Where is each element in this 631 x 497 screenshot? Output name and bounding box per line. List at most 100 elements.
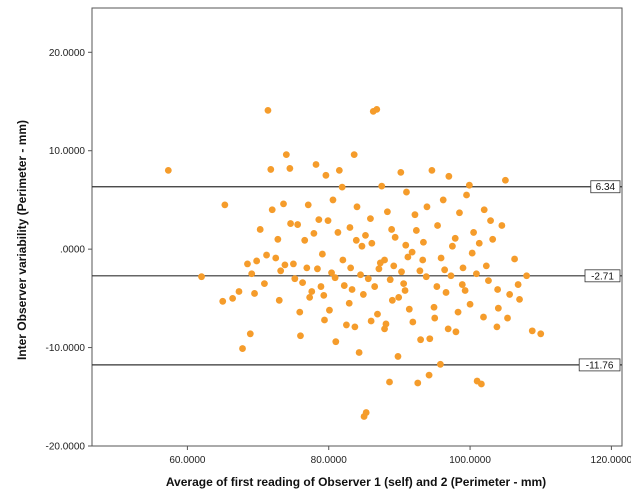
data-point [437, 254, 445, 262]
data-point [431, 314, 439, 322]
data-point [493, 323, 501, 331]
reference-line-label-box [584, 269, 621, 283]
data-point [251, 290, 258, 297]
data-point [281, 261, 289, 269]
data-point [458, 281, 466, 288]
data-point [461, 287, 469, 294]
y-axis-title: Inter Observer variability (Perimeter - … [15, 120, 29, 360]
data-point [441, 266, 449, 274]
data-point [367, 317, 375, 325]
data-point [388, 226, 396, 233]
data-point [376, 259, 384, 267]
data-point [350, 151, 358, 159]
data-point [359, 291, 367, 298]
data-point [489, 235, 497, 243]
data-point [433, 283, 441, 290]
data-point [414, 379, 422, 387]
data-point [287, 220, 294, 227]
data-point [235, 288, 243, 295]
data-point [317, 283, 325, 290]
x-tick-label: 120.0000 [591, 455, 631, 466]
data-point [388, 296, 396, 304]
data-point [355, 349, 363, 356]
data-point [268, 206, 276, 214]
data-point [351, 323, 359, 331]
data-point [375, 265, 383, 273]
data-point [315, 216, 323, 224]
data-point [348, 286, 356, 293]
data-point [310, 229, 318, 237]
data-point [473, 270, 480, 278]
data-point [301, 236, 309, 244]
data-point [248, 270, 256, 278]
reference-line-label-box [578, 358, 621, 372]
data-point [405, 305, 413, 313]
data-point [391, 233, 399, 241]
data-point [318, 250, 326, 258]
data-point [477, 380, 485, 388]
data-point [357, 271, 364, 279]
data-point [275, 296, 283, 304]
data-point [449, 242, 456, 250]
data-point [345, 299, 353, 307]
data-point [422, 273, 430, 281]
x-tick-label: 100.0000 [449, 455, 491, 466]
data-point [459, 264, 467, 272]
data-point [408, 248, 416, 256]
data-point [395, 293, 403, 301]
data-point [516, 295, 523, 303]
data-point [272, 254, 280, 262]
data-point [352, 236, 360, 244]
data-point [244, 260, 251, 268]
data-point [528, 327, 536, 335]
data-point [367, 215, 374, 223]
data-point [403, 188, 410, 196]
data-point [401, 287, 409, 294]
data-point [444, 325, 452, 333]
x-tick-label: 80.0000 [311, 455, 348, 466]
data-point [246, 330, 254, 338]
data-point [514, 281, 522, 288]
data-point [426, 335, 434, 343]
data-point [482, 262, 490, 270]
data-point [297, 332, 304, 340]
data-point [326, 306, 333, 314]
data-point [264, 106, 272, 114]
data-point [253, 257, 261, 265]
data-point [485, 277, 492, 285]
y-tick-label: .0000 [60, 245, 85, 256]
data-point [390, 262, 398, 270]
data-point [498, 222, 506, 229]
data-point [331, 274, 339, 282]
data-point [523, 272, 530, 280]
data-point [537, 330, 545, 338]
data-point [439, 196, 447, 204]
data-point [353, 203, 361, 211]
data-point [256, 226, 264, 233]
data-point [371, 283, 379, 290]
data-point [411, 211, 419, 219]
y-tick-label: -10.0000 [46, 343, 86, 354]
data-point [506, 291, 514, 298]
data-point [420, 238, 427, 246]
data-point [368, 239, 376, 247]
data-point [198, 273, 205, 281]
data-point [456, 209, 463, 217]
data-point [328, 269, 335, 277]
data-point [221, 201, 229, 209]
data-point [239, 345, 246, 352]
reference-line-label-box [590, 180, 621, 194]
data-point [394, 353, 402, 360]
data-point [346, 224, 354, 231]
data-point [335, 167, 343, 174]
data-point [334, 229, 342, 236]
data-point [451, 234, 459, 242]
data-point [419, 256, 427, 264]
data-point [480, 206, 488, 214]
data-point [321, 316, 328, 324]
data-point [463, 191, 470, 199]
data-point [308, 288, 316, 295]
data-point [511, 255, 518, 263]
data-point [502, 176, 509, 184]
